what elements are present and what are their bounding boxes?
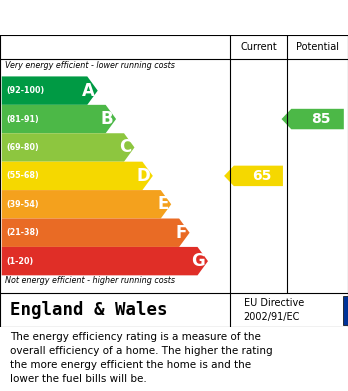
Text: Current: Current xyxy=(240,42,277,52)
Text: Not energy efficient - higher running costs: Not energy efficient - higher running co… xyxy=(5,276,175,285)
Polygon shape xyxy=(2,105,116,133)
Text: C: C xyxy=(119,138,132,156)
Text: Potential: Potential xyxy=(296,42,339,52)
Text: G: G xyxy=(191,252,205,270)
Text: (1-20): (1-20) xyxy=(6,256,33,265)
Text: Energy Efficiency Rating: Energy Efficiency Rating xyxy=(10,9,239,27)
Text: 85: 85 xyxy=(311,112,331,126)
Polygon shape xyxy=(2,133,134,161)
Text: B: B xyxy=(101,110,113,128)
Text: D: D xyxy=(136,167,150,185)
Text: Very energy efficient - lower running costs: Very energy efficient - lower running co… xyxy=(5,61,175,70)
Polygon shape xyxy=(2,219,190,247)
Text: (69-80): (69-80) xyxy=(6,143,39,152)
Text: (92-100): (92-100) xyxy=(6,86,45,95)
Text: The energy efficiency rating is a measure of the
overall efficiency of a home. T: The energy efficiency rating is a measur… xyxy=(10,332,273,384)
Polygon shape xyxy=(2,190,171,219)
Text: EU Directive
2002/91/EC: EU Directive 2002/91/EC xyxy=(244,298,304,322)
Text: (39-54): (39-54) xyxy=(6,200,39,209)
Text: England & Wales: England & Wales xyxy=(10,301,168,319)
Text: (21-38): (21-38) xyxy=(6,228,39,237)
Text: (81-91): (81-91) xyxy=(6,115,39,124)
Text: (55-68): (55-68) xyxy=(6,171,39,180)
Polygon shape xyxy=(282,109,344,129)
Text: 65: 65 xyxy=(252,169,271,183)
Text: A: A xyxy=(82,82,95,100)
Polygon shape xyxy=(2,247,208,275)
Bar xyxy=(343,296,348,325)
Text: F: F xyxy=(175,224,187,242)
Polygon shape xyxy=(2,76,98,105)
Polygon shape xyxy=(2,161,153,190)
Polygon shape xyxy=(224,166,283,186)
Text: E: E xyxy=(157,195,168,213)
